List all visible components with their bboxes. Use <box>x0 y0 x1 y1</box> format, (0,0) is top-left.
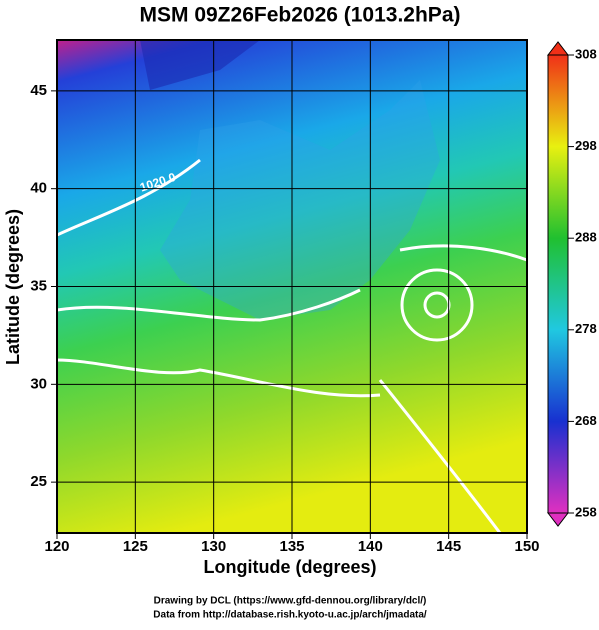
x-tick-label: 130 <box>201 538 226 555</box>
isobar <box>56 358 381 398</box>
colorbar-min-arrow <box>546 512 570 527</box>
x-tick-label: 120 <box>44 538 69 555</box>
y-tick-label: 30 <box>30 375 47 392</box>
plot-frame <box>56 39 528 534</box>
colorbar-tick-label: 278 <box>575 321 597 336</box>
title: MSM 09Z26Feb2026 (1013.2hPa) <box>140 4 461 27</box>
x-tick-label: 145 <box>436 538 461 555</box>
isobar <box>56 288 361 322</box>
colorbar-tick-label: 268 <box>575 413 597 428</box>
credit: Data from http://database.rish.kyoto-u.a… <box>153 610 427 621</box>
y-tick-label: 35 <box>30 277 47 294</box>
low-pressure <box>400 268 474 342</box>
x-tick-label: 135 <box>279 538 304 555</box>
colorbar-tick-label: 298 <box>575 138 597 153</box>
colorbar-tick-label: 308 <box>575 46 597 61</box>
x-tick-label: 125 <box>123 538 148 555</box>
isobar <box>378 379 502 534</box>
x-tick-label: 150 <box>514 538 539 555</box>
y-tick-label: 40 <box>30 180 47 197</box>
y-tick-label: 25 <box>30 473 47 490</box>
y-axis-label: Latitude (degrees) <box>3 209 23 365</box>
colorbar-max-arrow <box>546 41 570 56</box>
colorbar-tick-label: 258 <box>575 504 597 519</box>
isobar <box>399 244 528 262</box>
colorbar-tick-label: 288 <box>575 230 597 245</box>
y-tick-label: 45 <box>30 82 47 99</box>
credit: Drawing by DCL (https://www.gfd-dennou.o… <box>154 596 427 607</box>
isobar <box>56 158 201 237</box>
cold-region <box>57 40 260 90</box>
colorbar <box>547 54 569 514</box>
x-tick-label: 140 <box>358 538 383 555</box>
x-axis-label: Longitude (degrees) <box>203 557 376 577</box>
